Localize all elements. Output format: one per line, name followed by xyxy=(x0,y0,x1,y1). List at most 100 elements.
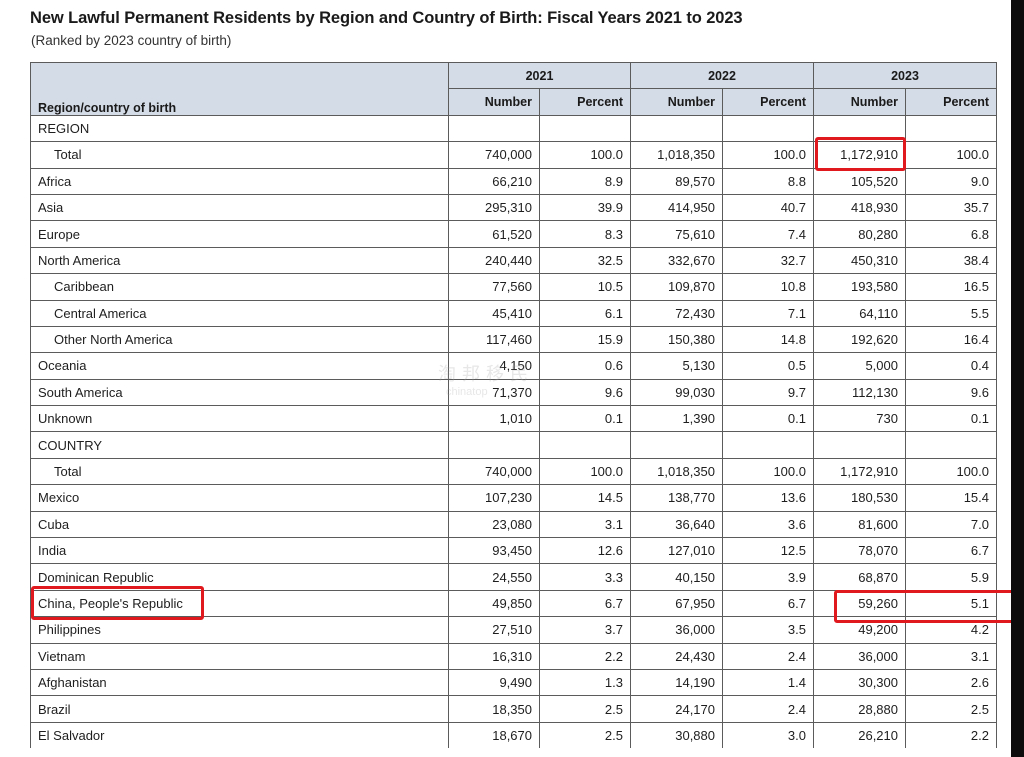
percent-cell: 100.0 xyxy=(905,141,997,169)
number-cell: 1,018,350 xyxy=(630,457,723,486)
subcolumn-header-row: Number Percent Number Percent Number Per… xyxy=(31,88,997,116)
number-cell: 75,610 xyxy=(630,220,723,248)
number-cell: 67,950 xyxy=(630,589,723,618)
percent-cell: 9.0 xyxy=(905,167,997,195)
percent-cell: 100.0 xyxy=(539,457,631,486)
table-row: Total 740,000 100.0 1,018,350 100.0 1,172,910… xyxy=(30,141,997,169)
table-row: Europe 61,520 8.3 75,610 7.4 80,280 6.8 xyxy=(30,220,997,248)
percent-cell: 1.3 xyxy=(539,668,631,697)
percent-cell: 3.6 xyxy=(722,510,814,539)
number-cell xyxy=(813,431,906,459)
percent-cell: 2.5 xyxy=(539,721,631,749)
table-row: Cuba 23,080 3.1 36,640 3.6 81,600 7.0 xyxy=(30,510,997,539)
percent-cell: 3.1 xyxy=(539,510,631,539)
number-cell: 107,230 xyxy=(448,484,540,512)
table-row: Other North America 117,460 15.9 150,380 14.… xyxy=(30,325,997,354)
row-label: Dominican Republic xyxy=(30,563,449,591)
percent-cell: 35.7 xyxy=(905,193,997,222)
number-cell: 1,172,910 xyxy=(813,457,906,486)
table-row: Dominican Republic 24,550 3.3 40,150 3.9 68,8… xyxy=(30,563,997,591)
table-row: Unknown 1,010 0.1 1,390 0.1 730 0.1 xyxy=(30,405,997,433)
row-label: India xyxy=(30,537,449,565)
percent-cell: 2.5 xyxy=(539,695,631,723)
number-cell: 24,170 xyxy=(630,695,723,723)
percent-cell: 12.5 xyxy=(722,537,814,565)
table-row: Asia 295,310 39.9 414,950 40.7 418,930 35.7 xyxy=(30,193,997,222)
number-cell: 49,200 xyxy=(813,616,906,644)
number-cell xyxy=(813,114,906,143)
number-cell: 80,280 xyxy=(813,220,906,248)
number-cell: 295,310 xyxy=(448,193,540,222)
number-cell: 59,260 xyxy=(813,589,906,618)
year-header: 2023 xyxy=(813,61,997,90)
percent-cell: 0.1 xyxy=(539,405,631,433)
residents-table: Region/country of birth 2021 2022 2023 N… xyxy=(30,61,997,749)
percent-cell: 3.9 xyxy=(722,563,814,591)
number-cell: 36,000 xyxy=(630,616,723,644)
year-header: 2021 xyxy=(448,61,631,90)
table-row: COUNTRY xyxy=(30,431,997,459)
percent-cell: 5.1 xyxy=(905,589,997,618)
percent-cell: 12.6 xyxy=(539,537,631,565)
row-label: REGION xyxy=(30,114,449,143)
percent-cell: 2.6 xyxy=(905,668,997,697)
number-cell: 5,000 xyxy=(813,352,906,380)
percent-cell: 2.2 xyxy=(905,721,997,749)
number-cell xyxy=(448,431,540,459)
number-cell: 109,870 xyxy=(630,273,723,301)
percent-cell: 6.7 xyxy=(905,537,997,565)
number-cell: 72,430 xyxy=(630,299,723,327)
number-cell: 30,300 xyxy=(813,668,906,697)
percent-cell xyxy=(539,114,631,143)
percent-cell: 2.2 xyxy=(539,642,631,670)
window-edge xyxy=(1011,0,1024,757)
percent-cell: 4.2 xyxy=(905,616,997,644)
number-cell: 81,600 xyxy=(813,510,906,539)
row-label: Cuba xyxy=(30,510,449,539)
percent-cell: 100.0 xyxy=(539,141,631,169)
table-row: Afghanistan 9,490 1.3 14,190 1.4 30,300 2.6 xyxy=(30,668,997,697)
table-body: REGION Total 740,000 100.0 1,018,350 100.0 1,1… xyxy=(30,114,997,749)
table-row: Mexico 107,230 14.5 138,770 13.6 180,530 15.4 xyxy=(30,484,997,512)
percent-cell xyxy=(722,431,814,459)
percent-cell: 38.4 xyxy=(905,246,997,275)
percent-cell: 6.1 xyxy=(539,299,631,327)
percent-cell: 32.7 xyxy=(722,246,814,275)
number-cell: 36,000 xyxy=(813,642,906,670)
percent-cell: 6.8 xyxy=(905,220,997,248)
percent-cell: 1.4 xyxy=(722,668,814,697)
number-cell: 36,640 xyxy=(630,510,723,539)
percent-cell: 0.4 xyxy=(905,352,997,380)
row-label: Vietnam xyxy=(30,642,449,670)
row-label: Total xyxy=(30,141,449,169)
percent-cell: 0.1 xyxy=(905,405,997,433)
percent-cell: 15.4 xyxy=(905,484,997,512)
table-row: Oceania 4,150 0.6 5,130 0.5 5,000 0.4 xyxy=(30,352,997,380)
percent-cell: 32.5 xyxy=(539,246,631,275)
row-label: Caribbean xyxy=(30,273,449,301)
column-header: Number xyxy=(630,88,723,116)
number-cell: 64,110 xyxy=(813,299,906,327)
percent-cell: 100.0 xyxy=(722,457,814,486)
number-cell: 730 xyxy=(813,405,906,433)
percent-cell: 9.7 xyxy=(722,378,814,407)
row-label: El Salvador xyxy=(30,721,449,749)
number-cell: 24,430 xyxy=(630,642,723,670)
percent-cell: 100.0 xyxy=(722,141,814,169)
percent-cell: 14.8 xyxy=(722,325,814,354)
percent-cell: 9.6 xyxy=(539,378,631,407)
number-cell: 16,310 xyxy=(448,642,540,670)
number-cell: 89,570 xyxy=(630,167,723,195)
row-label: Africa xyxy=(30,167,449,195)
number-cell: 18,350 xyxy=(448,695,540,723)
number-cell: 18,670 xyxy=(448,721,540,749)
row-label: Afghanistan xyxy=(30,668,449,697)
row-label: Philippines xyxy=(30,616,449,644)
number-cell: 1,010 xyxy=(448,405,540,433)
table-row: Philippines 27,510 3.7 36,000 3.5 49,200 4.2 xyxy=(30,616,997,644)
percent-cell: 39.9 xyxy=(539,193,631,222)
number-cell: 9,490 xyxy=(448,668,540,697)
number-cell: 193,580 xyxy=(813,273,906,301)
percent-cell: 7.1 xyxy=(722,299,814,327)
row-label: South America xyxy=(30,378,449,407)
